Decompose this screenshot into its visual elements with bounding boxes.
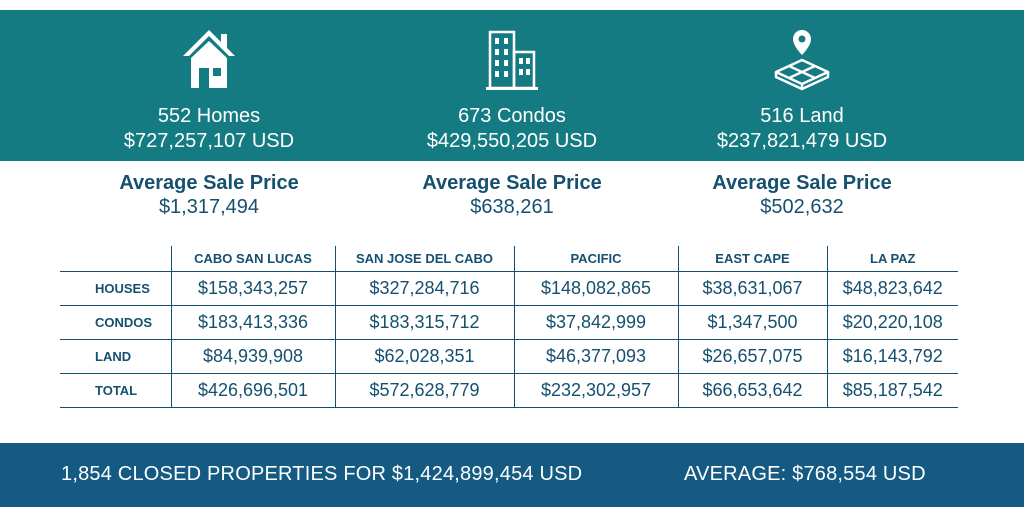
land-plot-icon (774, 30, 830, 91)
sales-by-region-table: CABO SAN LUCAS SAN JOSE DEL CABO PACIFIC… (60, 246, 958, 408)
table-row: LAND $84,939,908 $62,028,351 $46,377,093… (60, 339, 958, 374)
overall-average: AVERAGE: $768,554 USD (684, 463, 926, 485)
footer-band: 1,854 CLOSED PROPERTIES FOR $1,424,899,4… (0, 443, 1024, 507)
row-label: HOUSES (60, 270, 171, 306)
table-row: TOTAL $426,696,501 $572,628,779 $232,302… (60, 373, 958, 408)
table-cell: $66,653,642 (677, 373, 827, 408)
column-header: PACIFIC (513, 246, 678, 271)
table-cell: $84,939,908 (170, 339, 335, 374)
table-cell: $327,284,716 (334, 270, 514, 306)
table-cell: $26,657,075 (677, 339, 827, 374)
condos-total: $429,550,205 USD (426, 130, 598, 152)
closed-properties-total: 1,854 CLOSED PROPERTIES FOR $1,424,899,4… (61, 463, 583, 485)
homes-average: Average Sale Price $1,317,494 (59, 171, 359, 219)
land-average-value: $502,632 (760, 196, 844, 218)
land-total: $237,821,479 USD (716, 130, 888, 152)
table-cell: $232,302,957 (513, 373, 678, 408)
building-icon (486, 30, 538, 90)
condos-average-value: $638,261 (470, 196, 554, 218)
homes-summary: 552 Homes $727,257,107 USD (59, 10, 359, 154)
condos-average: Average Sale Price $638,261 (362, 171, 662, 219)
condos-summary: 673 Condos $429,550,205 USD (362, 10, 662, 154)
land-count: 516 Land (760, 105, 844, 127)
table-cell: $183,315,712 (334, 305, 514, 340)
table-cell: $38,631,067 (677, 270, 827, 306)
table-corner (60, 246, 171, 271)
table-header-row: CABO SAN LUCAS SAN JOSE DEL CABO PACIFIC… (60, 246, 958, 271)
homes-average-value: $1,317,494 (158, 196, 260, 218)
table-cell: $16,143,792 (826, 339, 958, 374)
column-header: SAN JOSE DEL CABO (334, 246, 514, 271)
table-cell: $426,696,501 (170, 373, 335, 408)
table-cell: $158,343,257 (170, 270, 335, 306)
land-average-label: Average Sale Price (712, 172, 892, 194)
table-cell: $183,413,336 (170, 305, 335, 340)
house-icon (183, 30, 235, 88)
table-cell: $20,220,108 (826, 305, 958, 340)
homes-total: $727,257,107 USD (123, 130, 295, 152)
homes-count: 552 Homes (157, 105, 261, 127)
table-cell: $48,823,642 (826, 270, 958, 306)
table-cell: $148,082,865 (513, 270, 678, 306)
land-summary: 516 Land $237,821,479 USD (652, 10, 952, 154)
condos-count: 673 Condos (458, 105, 566, 127)
table-row: CONDOS $183,413,336 $183,315,712 $37,842… (60, 305, 958, 340)
table-cell: $572,628,779 (334, 373, 514, 408)
condos-average-label: Average Sale Price (422, 172, 602, 194)
column-header: EAST CAPE (677, 246, 827, 271)
table-cell: $37,842,999 (513, 305, 678, 340)
table-cell: $46,377,093 (513, 339, 678, 374)
table-cell: $1,347,500 (677, 305, 827, 340)
homes-average-label: Average Sale Price (119, 172, 299, 194)
row-label: TOTAL (60, 373, 171, 408)
row-label: CONDOS (60, 305, 171, 340)
summary-band: 552 Homes $727,257,107 USD 673 Condos $4… (0, 10, 1024, 161)
land-average: Average Sale Price $502,632 (652, 171, 952, 219)
row-label: LAND (60, 339, 171, 374)
column-header: LA PAZ (826, 246, 958, 271)
table-cell: $62,028,351 (334, 339, 514, 374)
table-cell: $85,187,542 (826, 373, 958, 408)
column-header: CABO SAN LUCAS (170, 246, 335, 271)
table-row: HOUSES $158,343,257 $327,284,716 $148,08… (60, 270, 958, 306)
